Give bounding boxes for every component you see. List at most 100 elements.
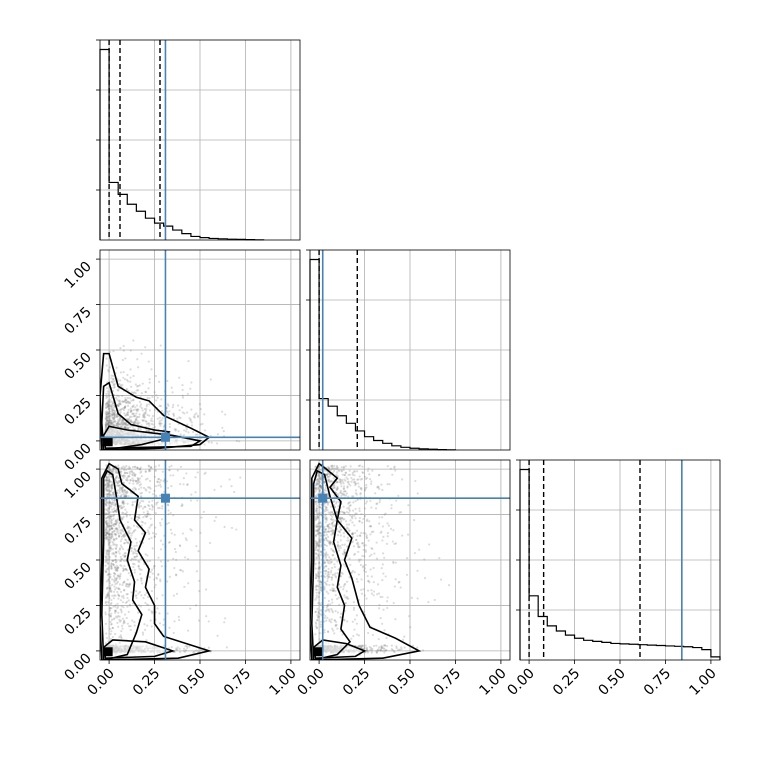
scatter-point — [346, 507, 349, 510]
scatter-point — [153, 578, 156, 581]
scatter-point — [107, 415, 110, 418]
scatter-point — [121, 400, 125, 404]
scatter-point — [119, 528, 122, 532]
scatter-point — [332, 477, 335, 480]
scatter-point — [115, 545, 118, 548]
scatter-point — [316, 478, 319, 482]
scatter-point — [355, 542, 359, 545]
scatter-point — [125, 490, 128, 494]
scatter-point — [134, 528, 137, 532]
scatter-point — [104, 611, 107, 614]
scatter-point — [173, 547, 177, 551]
scatter-point — [113, 539, 116, 542]
scatter-point — [331, 627, 334, 630]
scatter-point — [176, 648, 179, 651]
scatter-point — [355, 538, 358, 542]
scatter-point — [323, 488, 326, 492]
scatter-point — [108, 546, 112, 549]
scatter-point — [123, 489, 126, 492]
scatter-point — [125, 468, 128, 471]
scatter-point — [109, 515, 112, 518]
scatter-point — [104, 423, 107, 427]
scatter-point — [108, 533, 111, 536]
scatter-point — [351, 532, 354, 535]
scatter-point — [351, 532, 354, 535]
scatter-point — [316, 517, 319, 520]
scatter-point — [126, 605, 129, 608]
scatter-point — [109, 423, 112, 427]
scatter-point — [159, 560, 163, 563]
scatter-point — [138, 477, 142, 480]
scatter-point — [110, 503, 113, 506]
scatter-point — [112, 571, 116, 575]
scatter-point — [108, 350, 112, 354]
scatter-point — [190, 424, 194, 427]
scatter-point — [110, 527, 113, 530]
scatter-point — [340, 516, 344, 520]
scatter-point — [315, 504, 319, 508]
scatter-point — [111, 540, 114, 543]
scatter-point — [116, 403, 120, 407]
scatter-point — [115, 560, 118, 563]
scatter-point — [333, 524, 336, 527]
scatter-point — [105, 406, 108, 410]
scatter-point — [104, 422, 108, 425]
scatter-point — [341, 473, 344, 476]
scatter-point — [344, 479, 347, 482]
scatter-point — [146, 554, 149, 557]
scatter-point — [112, 510, 115, 514]
scatter-point — [123, 555, 126, 559]
y-tick-label: 0.75 — [61, 304, 94, 337]
scatter-point — [107, 478, 111, 481]
scatter-point — [359, 478, 362, 481]
scatter-point — [336, 572, 339, 575]
scatter-point — [395, 646, 398, 650]
scatter-point — [161, 543, 165, 546]
scatter-point — [361, 477, 364, 481]
scatter-point — [115, 424, 118, 427]
scatter-point — [315, 507, 318, 510]
scatter-point — [138, 467, 142, 471]
scatter-point — [349, 473, 352, 476]
scatter-point — [333, 550, 336, 554]
scatter-point — [372, 590, 376, 593]
scatter-point — [148, 513, 151, 516]
scatter-point — [361, 471, 364, 474]
scatter-point — [351, 514, 354, 518]
scatter-point — [121, 517, 124, 520]
scatter-point — [328, 540, 332, 543]
scatter-point — [345, 595, 349, 599]
scatter-point — [106, 489, 110, 492]
y-tick-label: 0.50 — [61, 560, 94, 593]
scatter-point — [178, 647, 181, 650]
scatter-point — [126, 479, 129, 482]
scatter-point — [116, 424, 119, 427]
scatter-point — [156, 607, 159, 610]
scatter-point — [144, 514, 147, 517]
scatter-point — [328, 467, 331, 470]
scatter-point — [115, 415, 118, 418]
scatter-point — [327, 479, 330, 482]
scatter-point — [117, 587, 120, 590]
scatter-point — [108, 466, 111, 469]
scatter-point — [330, 467, 333, 470]
scatter-point — [379, 649, 382, 652]
scatter-point — [108, 421, 111, 424]
scatter-point — [131, 465, 134, 469]
scatter-point — [319, 477, 322, 480]
scatter-point — [344, 520, 348, 523]
scatter-point — [159, 578, 162, 581]
scatter-point — [108, 366, 112, 369]
scatter-point — [129, 625, 132, 628]
scatter-point — [124, 426, 127, 430]
scatter-point — [134, 488, 137, 491]
scatter-point — [144, 515, 148, 519]
scatter-point — [327, 603, 330, 606]
scatter-point — [126, 426, 130, 429]
scatter-point — [362, 517, 365, 520]
scatter-point — [369, 648, 372, 651]
scatter-point — [106, 557, 109, 560]
scatter-point — [140, 499, 143, 502]
scatter-point — [376, 593, 379, 596]
scatter-point — [364, 502, 367, 505]
